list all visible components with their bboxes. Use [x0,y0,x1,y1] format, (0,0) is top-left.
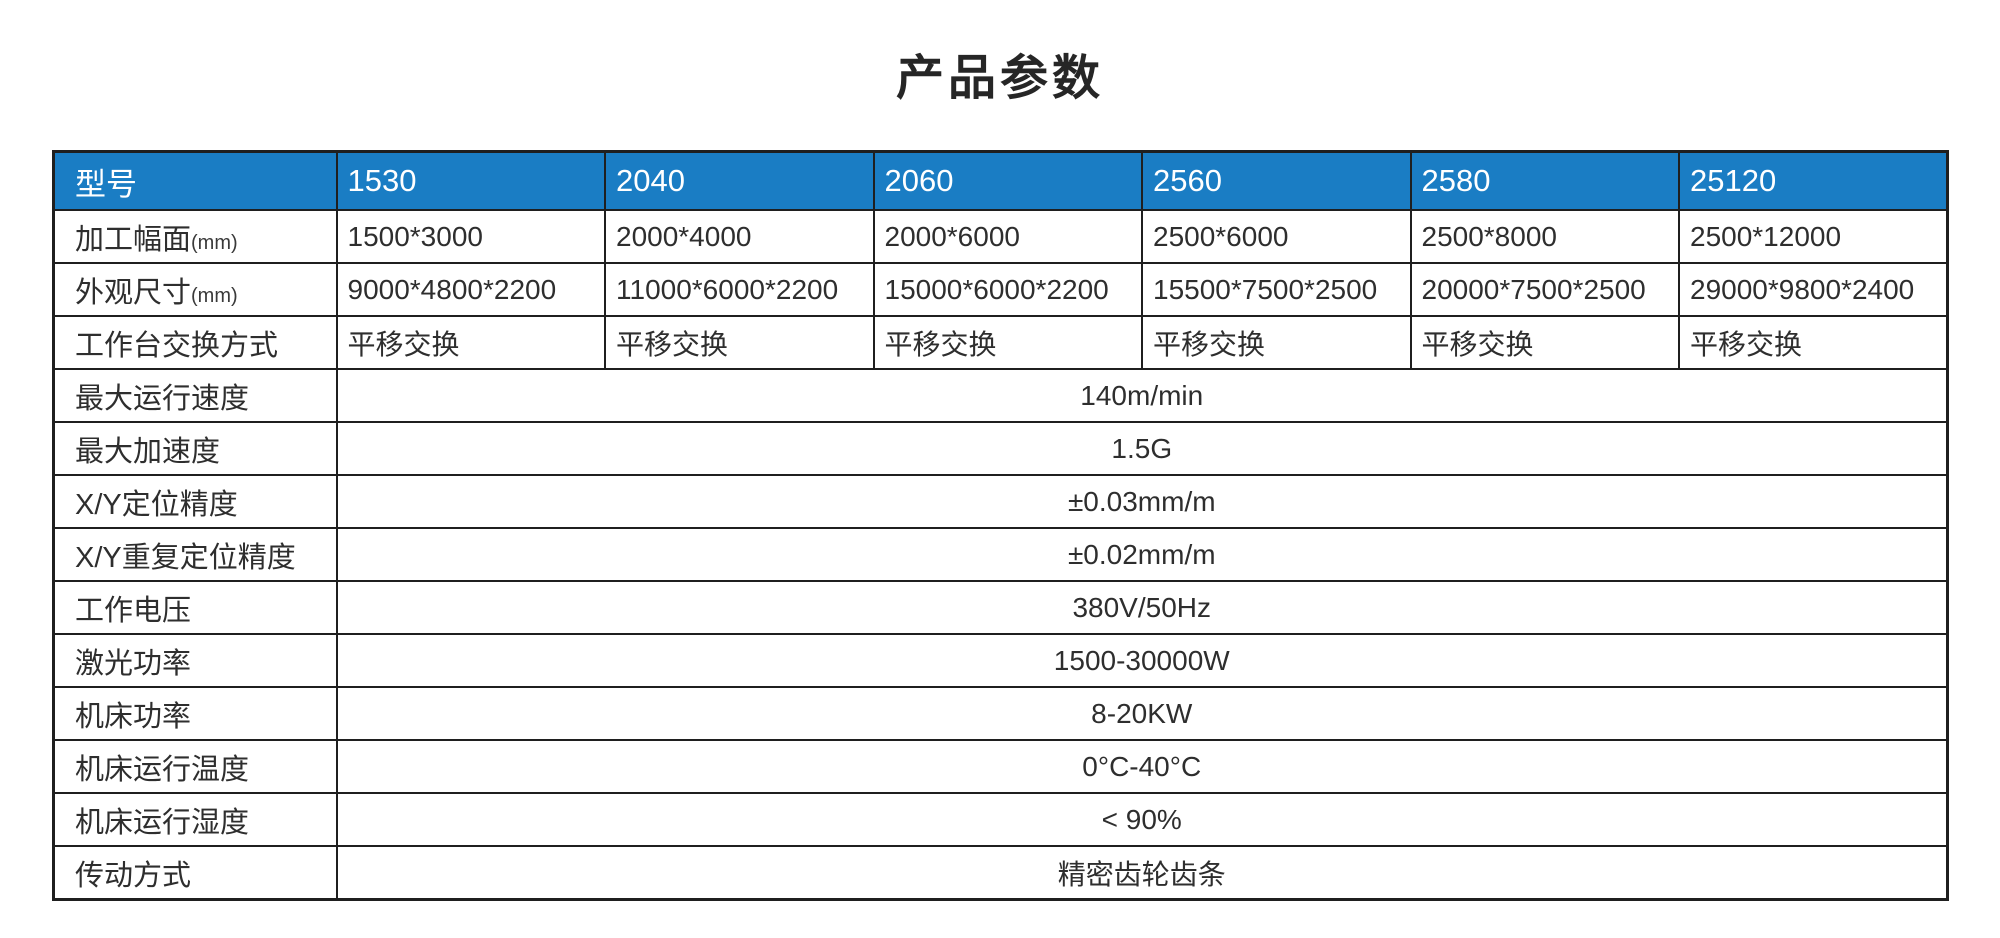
row-label: 外观尺寸(mm) [52,262,338,317]
table-row: 传动方式 精密齿轮齿条 [52,845,1949,901]
cell-value: 2500*6000 [1141,209,1412,264]
row-label: 工作电压 [52,580,338,635]
table-row: 机床运行温度 0°C-40°C [52,739,1949,794]
table-header-row: 型号 1530 2040 2060 2560 2580 25120 [52,150,1949,211]
cell-value-merged: ±0.03mm/m [335,474,1949,529]
product-parameters-table: 型号 1530 2040 2060 2560 2580 25120 加工幅面(m… [52,150,1949,901]
cell-value-merged: ±0.02mm/m [335,527,1949,582]
cell-value: 15500*7500*2500 [1141,262,1412,317]
cell-value: 11000*6000*2200 [604,262,875,317]
table-row: 机床功率 8-20KW [52,686,1949,741]
table-row: 工作台交换方式 平移交换 平移交换 平移交换 平移交换 平移交换 平移交换 [52,315,1949,370]
header-cell-model: 2580 [1409,150,1680,211]
row-label: 传动方式 [52,845,338,901]
cell-value-merged: 精密齿轮齿条 [335,845,1949,901]
row-label: 机床功率 [52,686,338,741]
row-label: 机床运行温度 [52,739,338,794]
table-row: 机床运行湿度 < 90% [52,792,1949,847]
table-row: 最大加速度 1.5G [52,421,1949,476]
cell-value: 平移交换 [1141,315,1412,370]
cell-value: 2500*12000 [1678,209,1949,264]
cell-value: 平移交换 [1678,315,1949,370]
row-label: 机床运行湿度 [52,792,338,847]
cell-value-merged: 1500-30000W [335,633,1949,688]
row-label: 最大加速度 [52,421,338,476]
row-label-text: 加工幅面 [75,223,192,256]
cell-value: 2500*8000 [1409,209,1680,264]
cell-value-merged: 140m/min [335,368,1949,423]
cell-value: 1500*3000 [335,209,606,264]
row-label-text: 工作台交换方式 [75,329,279,362]
row-label-text: 外观尺寸 [75,276,192,309]
cell-value-merged: 0°C-40°C [335,739,1949,794]
header-cell-model: 2060 [872,150,1143,211]
row-label: X/Y定位精度 [52,474,338,529]
row-label: 最大运行速度 [52,368,338,423]
table-row: X/Y定位精度 ±0.03mm/m [52,474,1949,529]
row-label-unit: (mm) [191,231,238,254]
cell-value: 20000*7500*2500 [1409,262,1680,317]
cell-value-merged: 1.5G [335,421,1949,476]
cell-value: 9000*4800*2200 [335,262,606,317]
cell-value: 29000*9800*2400 [1678,262,1949,317]
cell-value-merged: 8-20KW [335,686,1949,741]
header-cell-model: 1530 [335,150,606,211]
table-row: 最大运行速度 140m/min [52,368,1949,423]
cell-value: 2000*6000 [872,209,1143,264]
cell-value: 平移交换 [872,315,1143,370]
page-title: 产品参数 [895,52,1104,105]
cell-value: 平移交换 [1409,315,1680,370]
row-label: X/Y重复定位精度 [52,527,338,582]
table-row: 工作电压 380V/50Hz [52,580,1949,635]
row-label: 加工幅面(mm) [52,209,338,264]
table-row: X/Y重复定位精度 ±0.02mm/m [52,527,1949,582]
cell-value-merged: 380V/50Hz [335,580,1949,635]
header-cell-model: 2040 [604,150,875,211]
table-row: 加工幅面(mm) 1500*3000 2000*4000 2000*6000 2… [52,209,1949,264]
row-label-unit: (mm) [191,284,238,307]
cell-value: 平移交换 [604,315,875,370]
table-row: 激光功率 1500-30000W [52,633,1949,688]
cell-value: 15000*6000*2200 [872,262,1143,317]
cell-value-merged: < 90% [335,792,1949,847]
table-row: 外观尺寸(mm) 9000*4800*2200 11000*6000*2200 … [52,262,1949,317]
header-cell-model-label: 型号 [52,150,338,211]
header-cell-model: 2560 [1141,150,1412,211]
cell-value: 2000*4000 [604,209,875,264]
cell-value: 平移交换 [335,315,606,370]
row-label: 激光功率 [52,633,338,688]
row-label: 工作台交换方式 [52,315,338,370]
header-cell-model: 25120 [1678,150,1949,211]
